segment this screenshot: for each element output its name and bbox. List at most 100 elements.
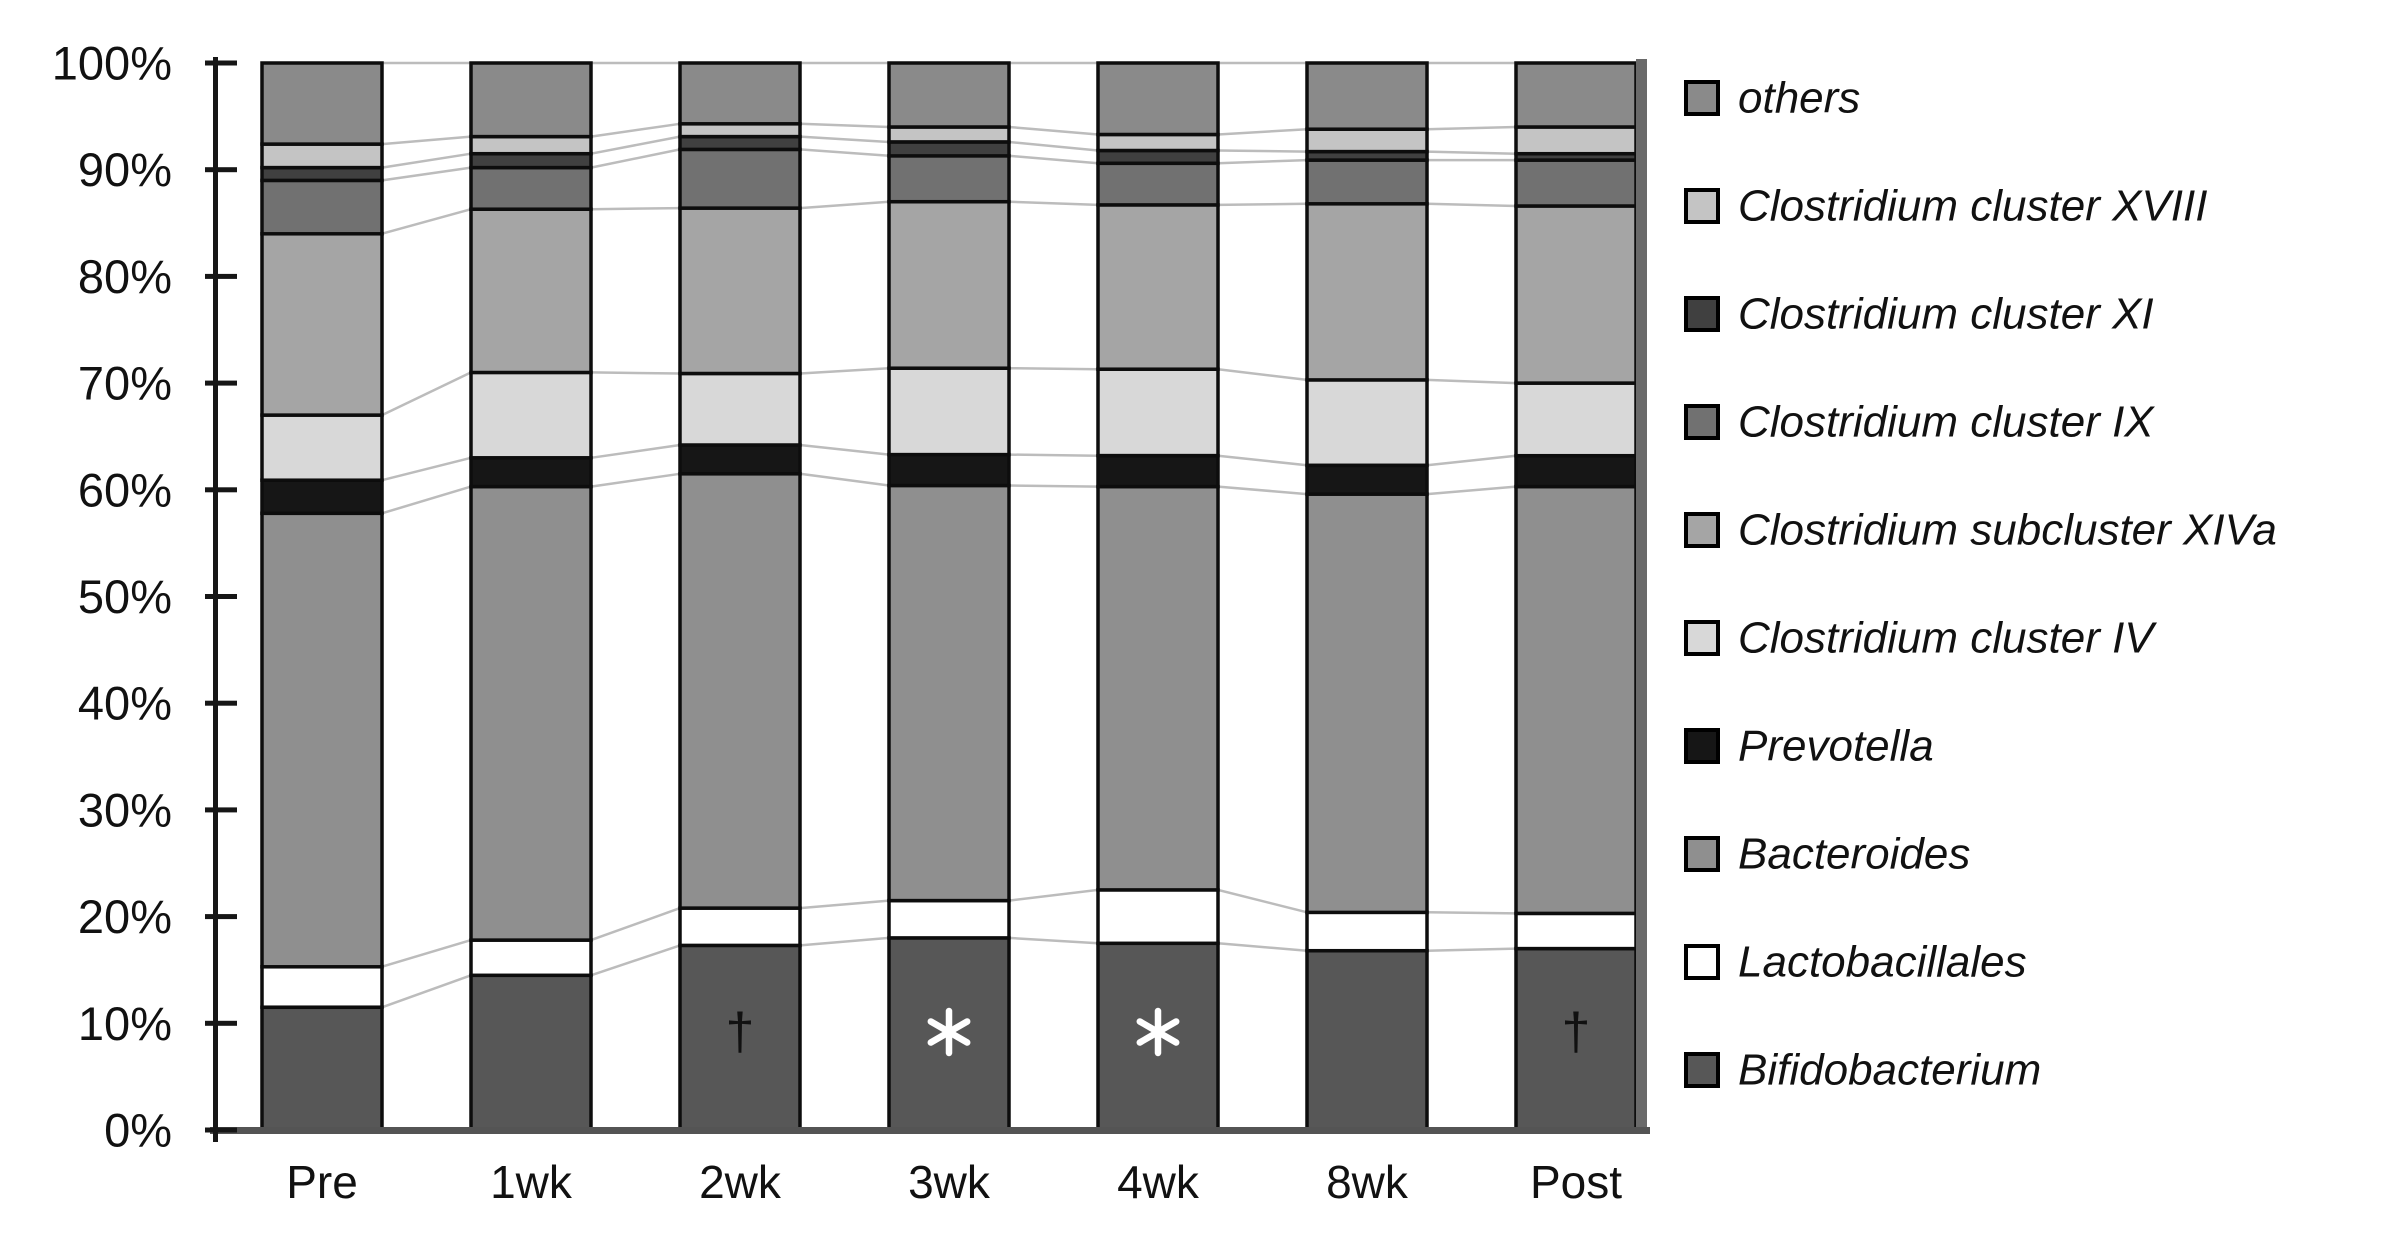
- bar-segment: [469, 938, 593, 978]
- bar-segment: [1305, 463, 1429, 496]
- y-axis-tick-label: 40%: [78, 677, 172, 730]
- series-connector-line: [799, 472, 890, 487]
- y-axis-tick-label: 50%: [78, 570, 172, 623]
- bar-segment: [1305, 492, 1429, 915]
- series-connector-line: [799, 443, 890, 456]
- bar-segment: [1096, 484, 1220, 892]
- y-axis-tick: [205, 273, 237, 279]
- series-connector-line: [1426, 947, 1517, 952]
- bar-segment: [887, 199, 1011, 370]
- y-axis-tick: [205, 594, 237, 599]
- bar-segment: [678, 134, 802, 152]
- bar-segment: [678, 443, 802, 476]
- x-axis-category-label: 2wk: [699, 1156, 782, 1208]
- legend-swatch: [1684, 620, 1720, 656]
- series-connector-line: [381, 456, 472, 482]
- series-connector-line: [590, 944, 681, 977]
- bar-segment: [469, 151, 593, 170]
- series-connector-line: [1008, 125, 1099, 136]
- bar-segment: [469, 973, 593, 1132]
- bar-segment: [887, 140, 1011, 158]
- y-axis-tick-label: 90%: [78, 143, 172, 196]
- x-axis-category-label: 3wk: [908, 1156, 991, 1208]
- series-connector-line: [799, 899, 890, 910]
- bar-segment: [1514, 61, 1638, 129]
- y-axis-tick-label: 0%: [104, 1104, 172, 1157]
- bar-segment: [1305, 61, 1429, 131]
- series-connector-line: [590, 206, 681, 211]
- bar-segment: [260, 1005, 384, 1132]
- bar-segment: [260, 178, 384, 236]
- bar-segment: [678, 371, 802, 447]
- series-connector-line: [1217, 158, 1308, 165]
- bar-segment: [887, 366, 1011, 457]
- series-connector-line: [1008, 484, 1099, 488]
- legend-label: Bacteroides: [1738, 830, 1970, 879]
- y-axis-tick: [205, 700, 237, 706]
- legend-swatch: [1684, 944, 1720, 980]
- bar-segment: [1096, 132, 1220, 153]
- legend-swatch: [1684, 80, 1720, 116]
- series-connector-line: [1217, 149, 1308, 153]
- series-connector-line: [381, 938, 472, 968]
- bar-segment: [1305, 910, 1429, 953]
- bar-segment: [1096, 148, 1220, 166]
- bar-segment: [887, 452, 1011, 488]
- bar-segment: [678, 61, 802, 126]
- bar-segment: [260, 231, 384, 417]
- bar-segment: [678, 206, 802, 376]
- bar-segment: [1514, 911, 1638, 951]
- plot-right-frame: [1636, 59, 1647, 1134]
- series-connector-line: [1008, 936, 1099, 945]
- y-axis-tick: [205, 167, 237, 173]
- y-axis-tick-label: 60%: [78, 463, 172, 516]
- x-axis-category-label: Post: [1530, 1156, 1622, 1208]
- y-axis-tick: [205, 380, 237, 386]
- x-axis-category-label: Pre: [286, 1156, 358, 1208]
- legend-label: Lactobacillales: [1738, 938, 2027, 987]
- bar-segment: [1514, 453, 1638, 489]
- series-connector-line: [1426, 911, 1517, 915]
- y-axis-tick-label: 70%: [78, 357, 172, 410]
- bar-segment: [1096, 61, 1220, 137]
- legend-swatch: [1684, 836, 1720, 872]
- series-connector-line: [1008, 888, 1099, 902]
- y-axis-tick: [205, 60, 237, 66]
- series-connector-line: [1217, 454, 1308, 467]
- legend-label: Clostridium cluster XI: [1738, 290, 2154, 339]
- series-connector-line: [1426, 125, 1517, 131]
- series-connector-line: [590, 472, 681, 488]
- series-connector-line: [1426, 454, 1517, 467]
- series-connector-line: [590, 135, 681, 155]
- bar-segment: [1514, 946, 1638, 1132]
- series-connector-line: [381, 485, 472, 515]
- y-axis-tick-label: 100%: [52, 37, 172, 90]
- bar-segment: [260, 964, 384, 1009]
- bar-segment: [1514, 204, 1638, 385]
- bar-segment: [678, 906, 802, 948]
- x-axis-category-label: 8wk: [1326, 1156, 1409, 1208]
- bar-segment: [1096, 161, 1220, 207]
- series-connector-line: [590, 371, 681, 375]
- bar-segment: [260, 478, 384, 516]
- series-connector-line: [381, 371, 472, 417]
- bar-segment: [469, 370, 593, 460]
- legend-swatch: [1684, 512, 1720, 548]
- bar-segment: [1514, 484, 1638, 916]
- bar-segment: [260, 165, 384, 183]
- series-connector-line: [381, 166, 472, 182]
- dagger-marker-icon: †: [726, 1003, 755, 1061]
- bar-segment: [887, 154, 1011, 204]
- series-connector-line: [1217, 127, 1308, 136]
- legend-label: Prevotella: [1738, 722, 1934, 771]
- bar-segment: [260, 142, 384, 170]
- legend-swatch: [1684, 404, 1720, 440]
- bar-segment: [678, 147, 802, 210]
- asterisk-marker-icon: [927, 1018, 971, 1046]
- legend-label: others: [1738, 74, 1860, 123]
- y-axis-tick-label: 30%: [78, 783, 172, 836]
- series-connector-line: [590, 122, 681, 138]
- bar-segment: [260, 413, 384, 482]
- legend-label: Bifidobacterium: [1738, 1046, 2041, 1095]
